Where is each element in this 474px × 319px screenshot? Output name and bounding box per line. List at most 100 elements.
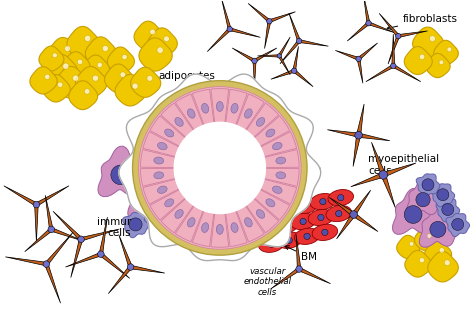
Circle shape [439,248,444,253]
Circle shape [84,35,91,41]
Polygon shape [446,213,469,237]
Circle shape [129,218,142,231]
Ellipse shape [245,109,252,118]
Circle shape [264,226,271,233]
Text: adipocytes: adipocytes [158,71,215,81]
Polygon shape [107,47,135,74]
Circle shape [162,218,175,231]
Ellipse shape [175,118,183,126]
Polygon shape [424,240,452,267]
Circle shape [430,221,446,237]
Polygon shape [271,46,313,87]
Polygon shape [405,250,432,277]
Wedge shape [259,132,297,157]
Wedge shape [175,94,204,132]
Wedge shape [211,89,228,125]
Polygon shape [290,213,316,230]
Polygon shape [347,0,394,41]
Circle shape [282,222,288,229]
Polygon shape [123,212,148,238]
Wedge shape [226,89,247,127]
Polygon shape [25,195,84,252]
Wedge shape [211,211,228,247]
Polygon shape [328,189,354,206]
Wedge shape [161,197,195,233]
Circle shape [447,47,452,52]
Circle shape [174,122,265,213]
Polygon shape [280,13,328,64]
Circle shape [78,236,84,242]
Ellipse shape [157,143,167,150]
Polygon shape [48,38,79,68]
Circle shape [77,59,82,64]
Ellipse shape [154,157,164,164]
Circle shape [150,29,155,35]
Polygon shape [431,184,455,207]
Circle shape [322,229,328,235]
Circle shape [277,54,282,58]
Polygon shape [335,43,378,83]
Circle shape [267,19,272,24]
Ellipse shape [216,101,223,111]
Ellipse shape [164,199,174,207]
Polygon shape [257,37,290,75]
Polygon shape [326,205,352,222]
Circle shape [286,237,292,243]
Polygon shape [415,227,438,251]
Circle shape [157,47,163,53]
Wedge shape [161,103,195,139]
Polygon shape [379,13,428,64]
Polygon shape [329,190,378,239]
Ellipse shape [164,129,174,137]
Circle shape [427,234,431,238]
Wedge shape [143,132,181,157]
Circle shape [45,74,50,79]
Circle shape [444,260,450,266]
Polygon shape [105,64,133,93]
Circle shape [227,26,232,32]
Circle shape [296,38,302,44]
Circle shape [318,214,324,221]
Text: ECM: ECM [200,108,237,126]
Circle shape [63,63,69,69]
Polygon shape [419,206,458,247]
Wedge shape [262,168,299,186]
Polygon shape [271,234,330,289]
Polygon shape [148,28,177,57]
Circle shape [84,89,90,94]
Polygon shape [259,236,284,252]
Polygon shape [310,194,336,210]
Wedge shape [226,209,247,247]
Circle shape [437,189,449,201]
Polygon shape [134,21,163,50]
Polygon shape [256,206,282,223]
Wedge shape [245,103,279,139]
Polygon shape [328,104,390,167]
Polygon shape [152,161,191,203]
Ellipse shape [154,172,164,179]
Circle shape [292,68,297,73]
Polygon shape [46,54,78,86]
Circle shape [356,56,361,62]
Polygon shape [255,221,280,238]
Wedge shape [150,189,187,220]
Wedge shape [259,179,297,204]
Polygon shape [143,205,168,231]
Polygon shape [351,142,416,207]
Circle shape [366,20,371,26]
Polygon shape [162,193,188,218]
Polygon shape [69,81,98,110]
Polygon shape [85,37,117,68]
Circle shape [404,205,422,223]
Ellipse shape [273,186,282,193]
Circle shape [149,211,162,224]
Circle shape [452,219,464,230]
Polygon shape [119,74,321,261]
Circle shape [98,251,104,257]
Circle shape [422,179,434,191]
Circle shape [419,54,425,60]
Ellipse shape [157,186,167,193]
Circle shape [53,53,57,58]
Polygon shape [292,197,318,214]
Circle shape [174,122,265,213]
